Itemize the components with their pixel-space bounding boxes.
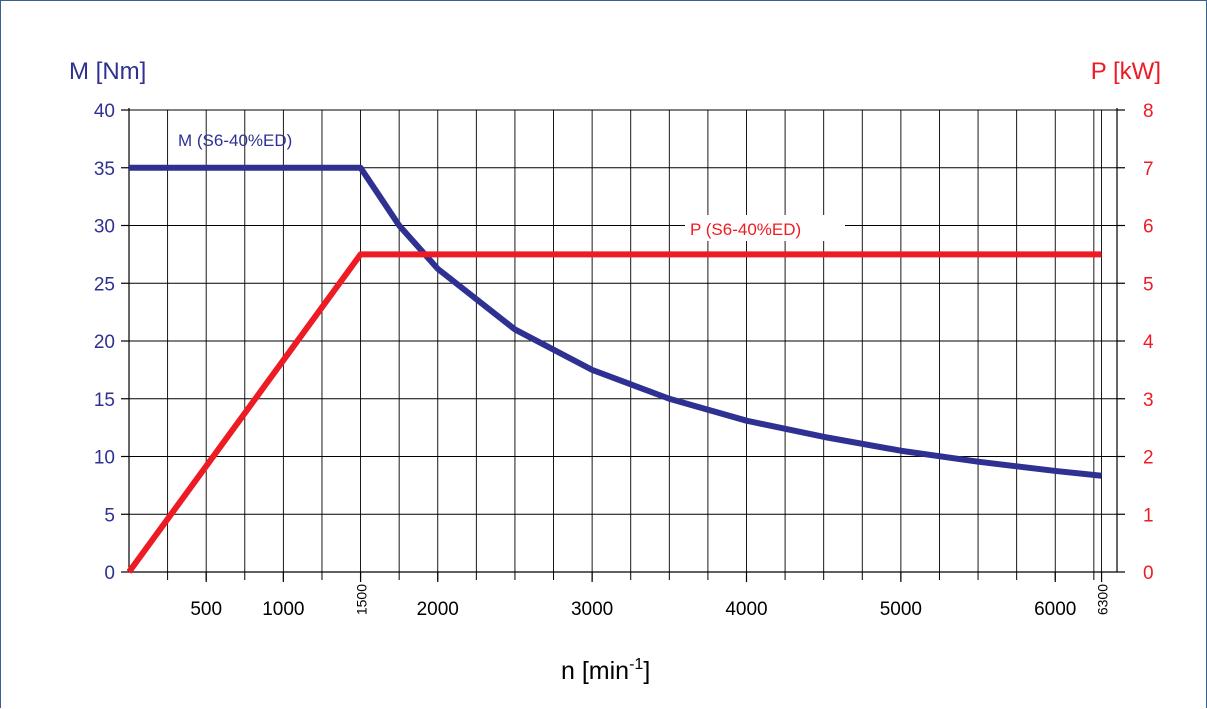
series-layer: [126, 164, 1102, 574]
x-tick-label: 500: [190, 599, 222, 620]
torque-curve: [129, 164, 1102, 479]
axes: [121, 108, 1125, 582]
y-right-tick-label: 6: [1143, 217, 1154, 238]
y-right-tick-label: 1: [1143, 505, 1154, 526]
y-left-axis-title: M [Nm]: [69, 58, 146, 85]
y-right-tick-label: 3: [1143, 390, 1154, 411]
x-tick-label-rotated: 6300: [1095, 584, 1111, 615]
y-left-tick-label: 0: [104, 563, 115, 584]
x-axis-title: n [min-1]: [561, 656, 650, 685]
y-left-tick-label: 25: [94, 274, 115, 295]
y-right-tick-label: 5: [1143, 274, 1154, 295]
y-right-tick-label: 8: [1143, 101, 1154, 122]
x-tick-label: 1000: [262, 599, 304, 620]
y-right-tick-label: 4: [1143, 332, 1154, 353]
y-left-tick-label: 35: [94, 159, 115, 180]
y-left-tick-label: 20: [94, 332, 115, 353]
power-series-label-bg: [685, 215, 845, 241]
x-tick-label: 6000: [1034, 599, 1076, 620]
y-left-tick-label: 30: [94, 217, 115, 238]
x-tick-label-rotated: 1500: [354, 584, 370, 615]
y-left-tick-label: 10: [94, 448, 115, 469]
y-left-tick-label: 5: [104, 505, 115, 526]
y-right-tick-label: 2: [1143, 448, 1154, 469]
x-tick-label: 4000: [725, 599, 767, 620]
x-tick-label: 5000: [880, 599, 922, 620]
torque-series-label: M (S6-40%ED): [178, 131, 292, 150]
x-tick-label: 2000: [417, 599, 459, 620]
y-left-tick-label: 40: [94, 101, 115, 122]
power-series-label: P (S6-40%ED): [690, 220, 801, 239]
y-left-tick-label: 15: [94, 390, 115, 411]
power-curve: [126, 251, 1102, 574]
grid: [129, 109, 1117, 572]
y-right-axis-title: P [kW]: [1091, 58, 1161, 85]
y-right-tick-label: 0: [1143, 563, 1154, 584]
label-layer: 0 5 10 15 20 25 30 35 40 0 1 2 3 4 5 6 7 8 500 1000 1500 2000…: [69, 58, 1161, 685]
y-right-tick-label: 7: [1143, 159, 1154, 180]
x-tick-label: 3000: [571, 599, 613, 620]
